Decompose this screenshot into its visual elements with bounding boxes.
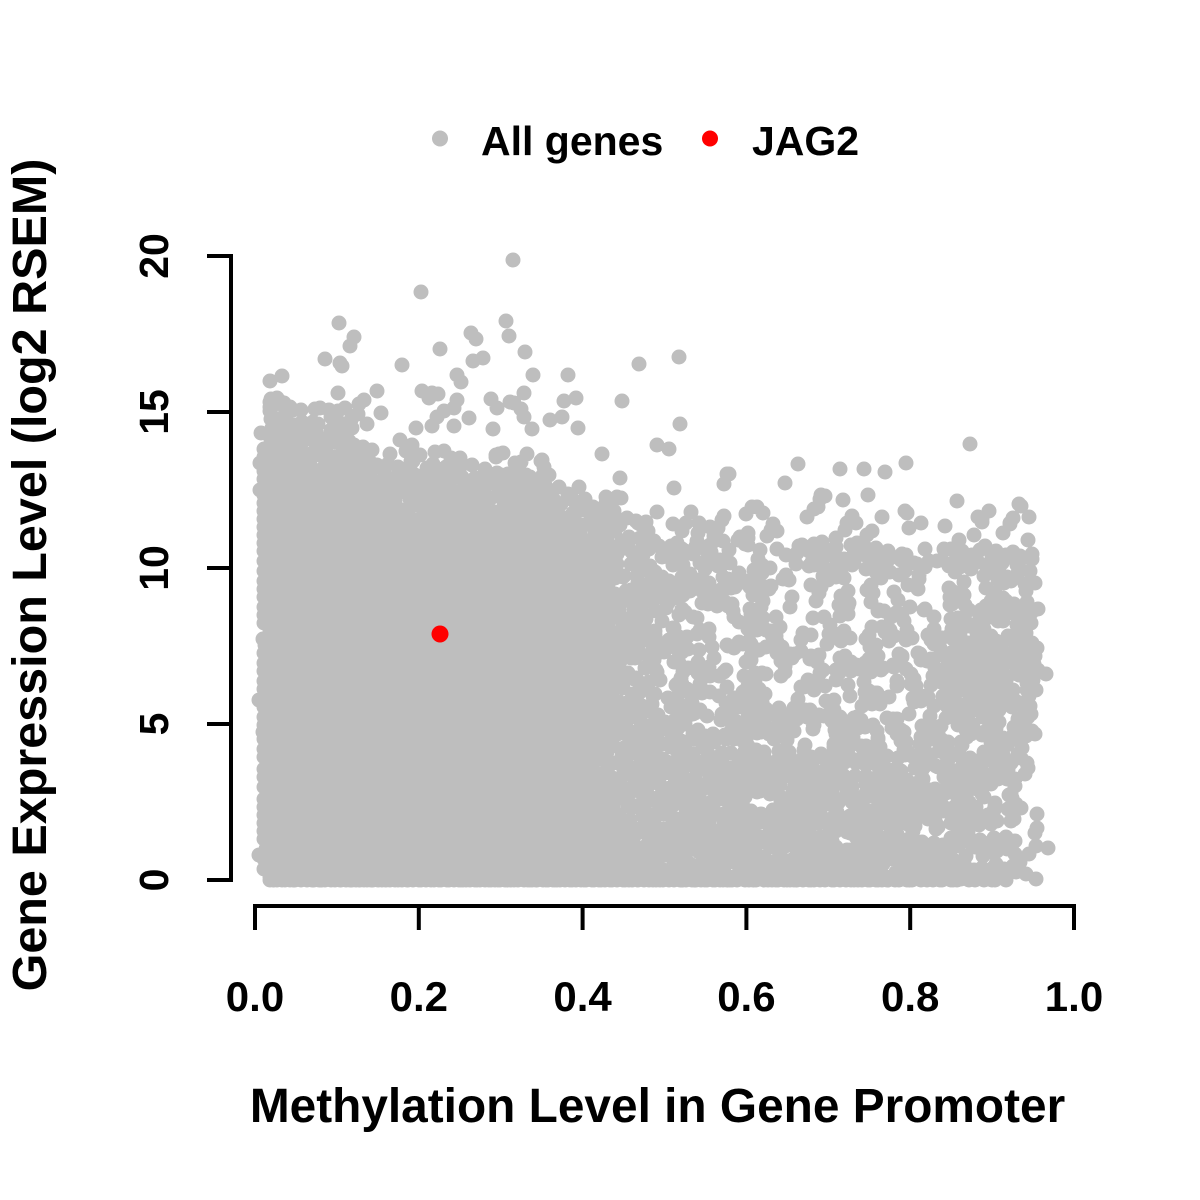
svg-text:20: 20 (131, 233, 177, 279)
svg-text:5: 5 (131, 713, 177, 736)
svg-text:0.6: 0.6 (717, 973, 775, 1020)
svg-text:0.0: 0.0 (226, 973, 284, 1020)
svg-text:0: 0 (131, 869, 177, 892)
svg-text:Methylation Level in Gene Prom: Methylation Level in Gene Promoter (250, 1080, 1065, 1133)
svg-text:15: 15 (131, 389, 177, 435)
svg-text:1.0: 1.0 (1045, 973, 1103, 1020)
svg-text:Gene Expression Level (log2 RS: Gene Expression Level (log2 RSEM) (3, 159, 57, 992)
svg-text:0.2: 0.2 (390, 973, 448, 1020)
svg-text:JAG2: JAG2 (752, 118, 859, 164)
svg-text:10: 10 (131, 545, 177, 591)
svg-text:0.8: 0.8 (881, 973, 939, 1020)
svg-text:0.4: 0.4 (553, 973, 612, 1020)
svg-text:All genes: All genes (481, 118, 663, 164)
